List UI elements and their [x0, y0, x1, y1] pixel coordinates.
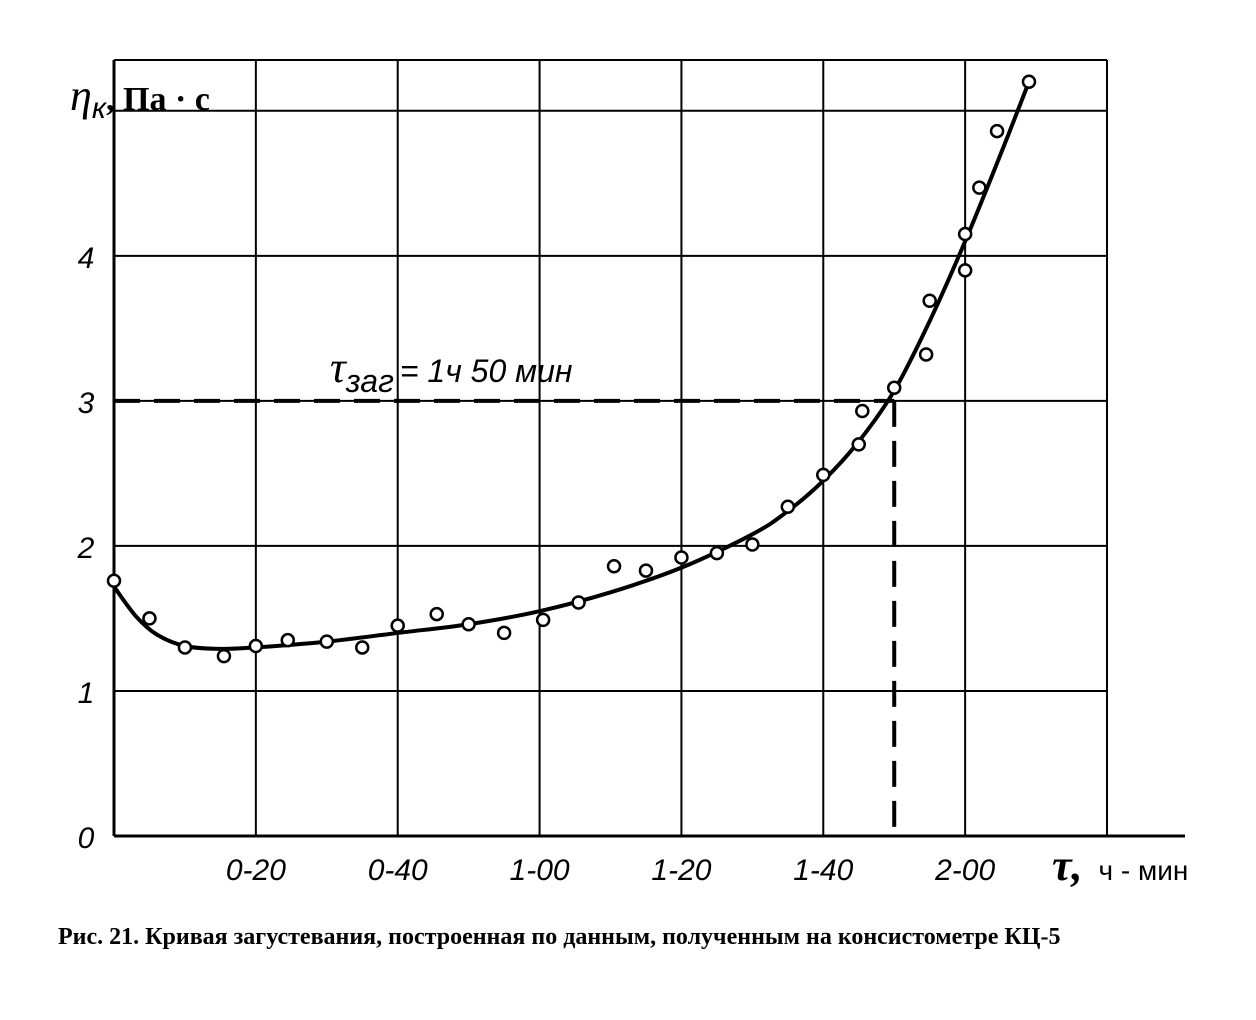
data-point: [571, 595, 586, 610]
data-point: [429, 606, 444, 622]
data-point: [496, 625, 512, 641]
fitted-curve: [112, 81, 1031, 651]
data-point: [780, 499, 796, 514]
x-tick-label: 1-00: [510, 854, 570, 887]
data-point: [886, 380, 902, 396]
data-point: [177, 640, 193, 655]
data-point: [535, 612, 551, 628]
data-point: [355, 640, 370, 655]
y-axis-subscript: к: [92, 92, 108, 125]
data-point: [957, 226, 973, 242]
chart-svg: 0 1 2 3 4 0-20 0-40 1-00 1-20 1-40 2-00 ηк, Па · …: [70, 59, 1188, 890]
data-point: [816, 467, 831, 483]
data-point: [1021, 74, 1037, 90]
data-point: [855, 403, 870, 419]
y-tick-label: 2: [77, 532, 95, 565]
data-point: [989, 123, 1005, 139]
data-point: [142, 611, 157, 626]
data-point: [709, 545, 725, 561]
data-point: [216, 648, 232, 664]
data-point: [745, 537, 760, 552]
threshold-lines: [114, 398, 897, 836]
data-point: [390, 618, 405, 633]
x-tick-label: 0-40: [368, 854, 428, 887]
x-tick-label: 0-20: [226, 854, 286, 887]
y-tick-label: 1: [78, 677, 95, 710]
x-tick-label: 2-00: [934, 854, 995, 887]
annotation-subscript: заг: [345, 363, 394, 399]
y-axis-unit: , Па · с: [106, 81, 210, 118]
y-tick-label: 4: [78, 242, 95, 275]
data-point: [972, 180, 987, 195]
y-axis-symbol: η: [70, 71, 92, 120]
data-point: [248, 638, 264, 654]
data-point: [606, 558, 622, 574]
data-point: [638, 563, 654, 578]
y-axis-label: ηк, Па · с: [70, 71, 210, 125]
x-axis-unit: ч - мин: [1099, 855, 1189, 886]
x-tick-labels: 0-20 0-40 1-00 1-20 1-40 2-00: [226, 854, 996, 887]
data-point: [674, 550, 689, 565]
data-point: [851, 437, 866, 452]
threshold-annotation: τзаг = 1ч 50 мин: [330, 343, 573, 399]
annotation-symbol: τ: [330, 343, 348, 392]
axes: [112, 60, 1185, 838]
data-point: [461, 616, 476, 632]
x-tick-label: 1-40: [793, 854, 853, 887]
data-point: [957, 263, 973, 278]
data-point: [922, 293, 937, 309]
x-axis-symbol: τ,: [1052, 841, 1083, 890]
data-point: [319, 634, 335, 649]
y-tick-label: 0: [78, 822, 95, 855]
annotation-text: = 1ч 50 мин: [400, 353, 573, 389]
data-point: [918, 347, 934, 362]
figure-caption: Рис. 21. Кривая загустевания, построенна…: [58, 924, 1061, 950]
data-points: [106, 74, 1037, 664]
grid: [114, 59, 1108, 836]
data-point: [280, 632, 296, 648]
y-tick-label: 3: [78, 387, 95, 420]
y-tick-labels: 0 1 2 3 4: [77, 242, 95, 855]
x-tick-label: 1-20: [651, 854, 711, 887]
x-axis-label: τ, ч - мин: [1052, 841, 1188, 890]
data-point: [106, 573, 122, 588]
